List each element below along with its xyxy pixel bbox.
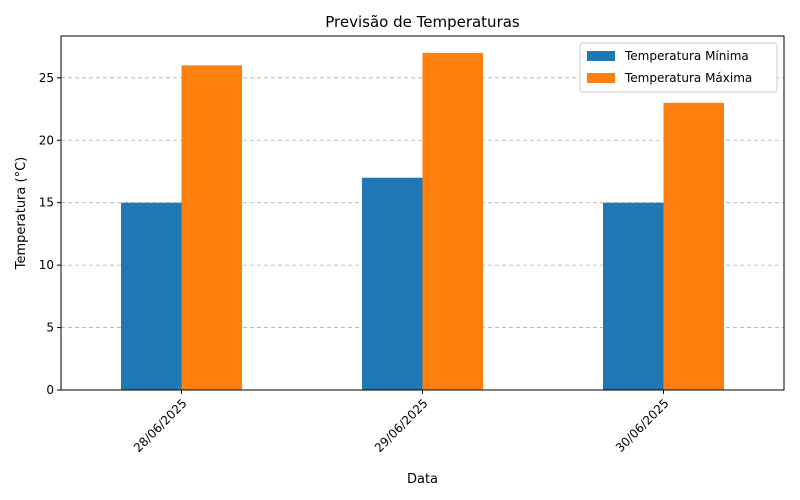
bar-min-1: [121, 202, 182, 390]
legend-swatch: [587, 51, 615, 61]
y-tick-label: 15: [39, 196, 54, 210]
y-tick-label: 0: [46, 383, 54, 397]
y-tick-label: 5: [46, 321, 54, 335]
x-axis-label: Data: [407, 472, 438, 487]
legend-box: [579, 42, 778, 93]
legend-swatch: [587, 73, 615, 83]
y-axis-label: Temperatura (°C): [14, 157, 29, 270]
y-axis-ticks: 0 5 10 15 20 25: [39, 71, 61, 397]
bar-max-1: [181, 65, 242, 390]
chart-title: Previsão de Temperaturas: [325, 13, 520, 31]
y-tick-label: 10: [39, 258, 54, 272]
legend-label: Temperatura Máxima: [624, 71, 752, 85]
bar-min-2: [362, 177, 423, 390]
bars-group: [121, 52, 724, 390]
bar-max-3: [663, 102, 724, 390]
y-tick-label: 20: [39, 133, 54, 147]
legend-label: Temperatura Mínima: [624, 49, 749, 63]
legend: Temperatura Mínima Temperatura Máxima: [579, 42, 778, 93]
bar-min-3: [603, 202, 664, 390]
bar-max-2: [422, 52, 483, 390]
y-tick-label: 25: [39, 71, 54, 85]
